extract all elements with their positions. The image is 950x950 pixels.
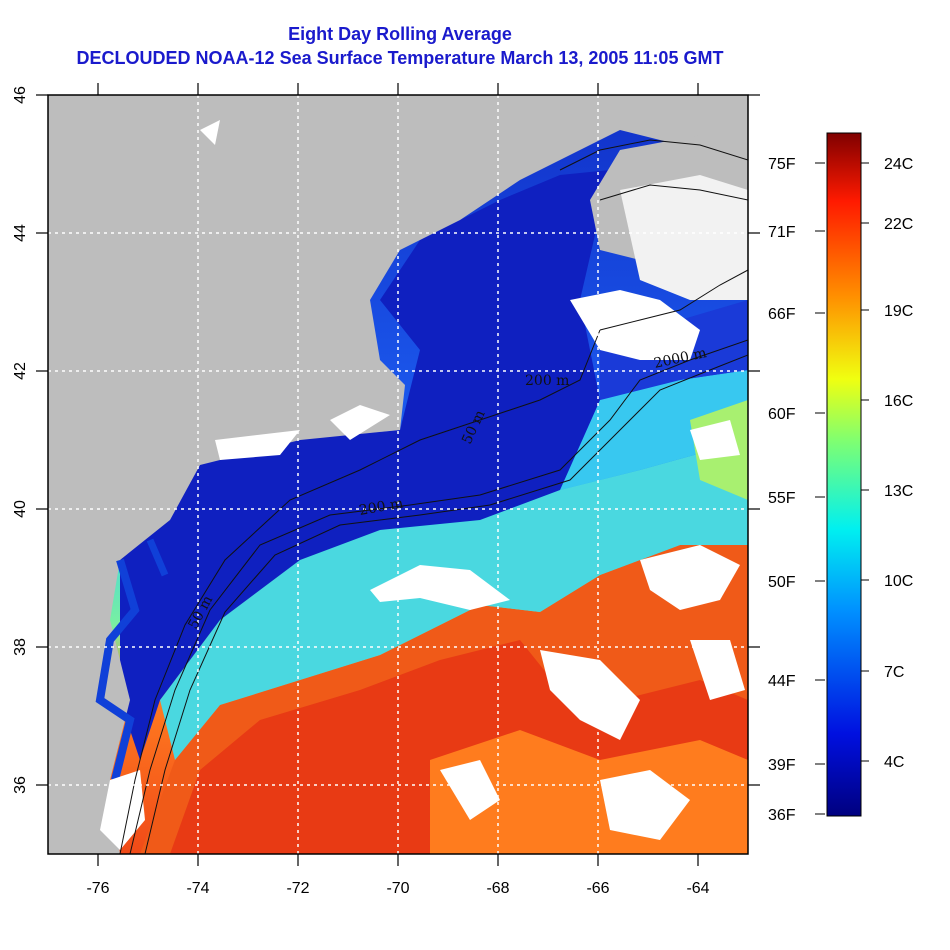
lat-tick-label: 42 bbox=[12, 362, 29, 380]
celsius-label: 4C bbox=[884, 754, 904, 771]
celsius-label: 22C bbox=[884, 216, 913, 233]
celsius-label: 19C bbox=[884, 303, 913, 320]
lon-tick-label: -74 bbox=[186, 880, 209, 897]
fahrenheit-scale bbox=[815, 162, 825, 815]
fahrenheit-label: 66F bbox=[768, 306, 796, 323]
celsius-label: 16C bbox=[884, 393, 913, 410]
lat-tick-label: 36 bbox=[12, 776, 29, 794]
lat-ticks bbox=[36, 94, 760, 786]
graticule bbox=[48, 95, 748, 854]
lat-tick-label: 38 bbox=[12, 638, 29, 656]
lon-ticks bbox=[97, 83, 699, 866]
celsius-label: 24C bbox=[884, 156, 913, 173]
celsius-label: 10C bbox=[884, 573, 913, 590]
delaware-bay bbox=[146, 538, 169, 577]
fahrenheit-label: 75F bbox=[768, 156, 796, 173]
contour-label-200m-mid: 200 m bbox=[358, 495, 405, 518]
celsius-label: 13C bbox=[884, 483, 913, 500]
colorbar bbox=[826, 132, 862, 817]
celsius-ticks bbox=[861, 162, 869, 762]
fahrenheit-label: 44F bbox=[768, 673, 796, 690]
lat-tick-label: 46 bbox=[12, 86, 29, 104]
fahrenheit-label: 55F bbox=[768, 490, 796, 507]
fahrenheit-label: 50F bbox=[768, 574, 796, 591]
lon-tick-label: -70 bbox=[386, 880, 409, 897]
celsius-label: 7C bbox=[884, 664, 904, 681]
lon-tick-label: -66 bbox=[586, 880, 609, 897]
cold-shelf-water bbox=[120, 170, 610, 760]
fahrenheit-label: 71F bbox=[768, 224, 796, 241]
contour-label-200m-north: 200 m bbox=[525, 373, 569, 389]
slope-water-east bbox=[560, 370, 748, 490]
lon-tick-label: -68 bbox=[486, 880, 509, 897]
fahrenheit-label: 36F bbox=[768, 807, 796, 824]
map-panel: 50 m 200 m 2000 m 50 m 200 m bbox=[48, 95, 748, 854]
map-title: Eight Day Rolling Average bbox=[288, 24, 512, 44]
lat-tick-label: 44 bbox=[12, 224, 29, 242]
fahrenheit-label: 39F bbox=[768, 757, 796, 774]
bathymetry-contours bbox=[119, 139, 748, 854]
lon-tick-label: -76 bbox=[86, 880, 109, 897]
map-subtitle: DECLOUDED NOAA-12 Sea Surface Temperatur… bbox=[76, 48, 724, 68]
lon-tick-label: -64 bbox=[686, 880, 709, 897]
chesapeake-bay bbox=[95, 558, 140, 781]
cloud-mask bbox=[100, 120, 748, 850]
land-north-america bbox=[48, 95, 748, 854]
fahrenheit-label: 60F bbox=[768, 406, 796, 423]
lat-tick-label: 40 bbox=[12, 500, 29, 518]
lon-tick-label: -72 bbox=[286, 880, 309, 897]
